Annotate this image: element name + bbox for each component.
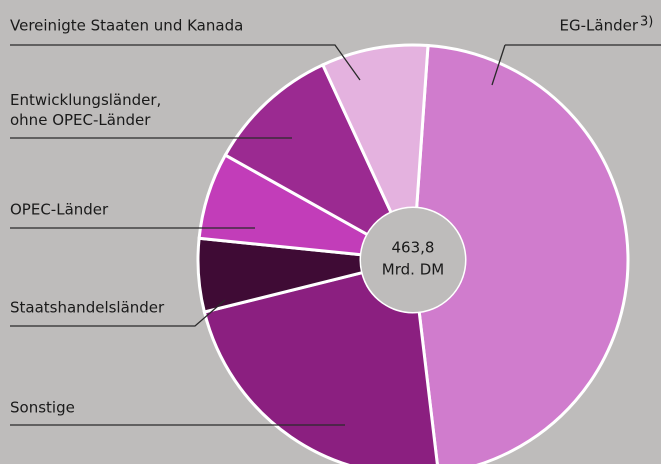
label-line: ohne OPEC-Länder — [10, 111, 151, 129]
center-unit: Mrd. DM — [382, 261, 444, 279]
label: EG-Länder — [560, 17, 639, 35]
slice — [223, 62, 394, 237]
center-value: 463,8 — [392, 239, 435, 257]
label: OPEC-Länder — [10, 201, 109, 219]
leader-line — [10, 299, 226, 327]
label: Entwicklungsländer, ohne OPEC-Länder — [10, 91, 161, 129]
label-line: Entwicklungsländer, — [10, 91, 161, 109]
donut-hole — [361, 208, 465, 312]
leader-line — [491, 44, 661, 86]
label: Vereinigte Staaten und Kanada — [10, 17, 243, 35]
label: Staatshandelsländer — [10, 299, 165, 317]
label: Sonstige — [10, 399, 75, 417]
footnote-marker: 3) — [640, 15, 653, 30]
leader-line — [10, 44, 361, 81]
